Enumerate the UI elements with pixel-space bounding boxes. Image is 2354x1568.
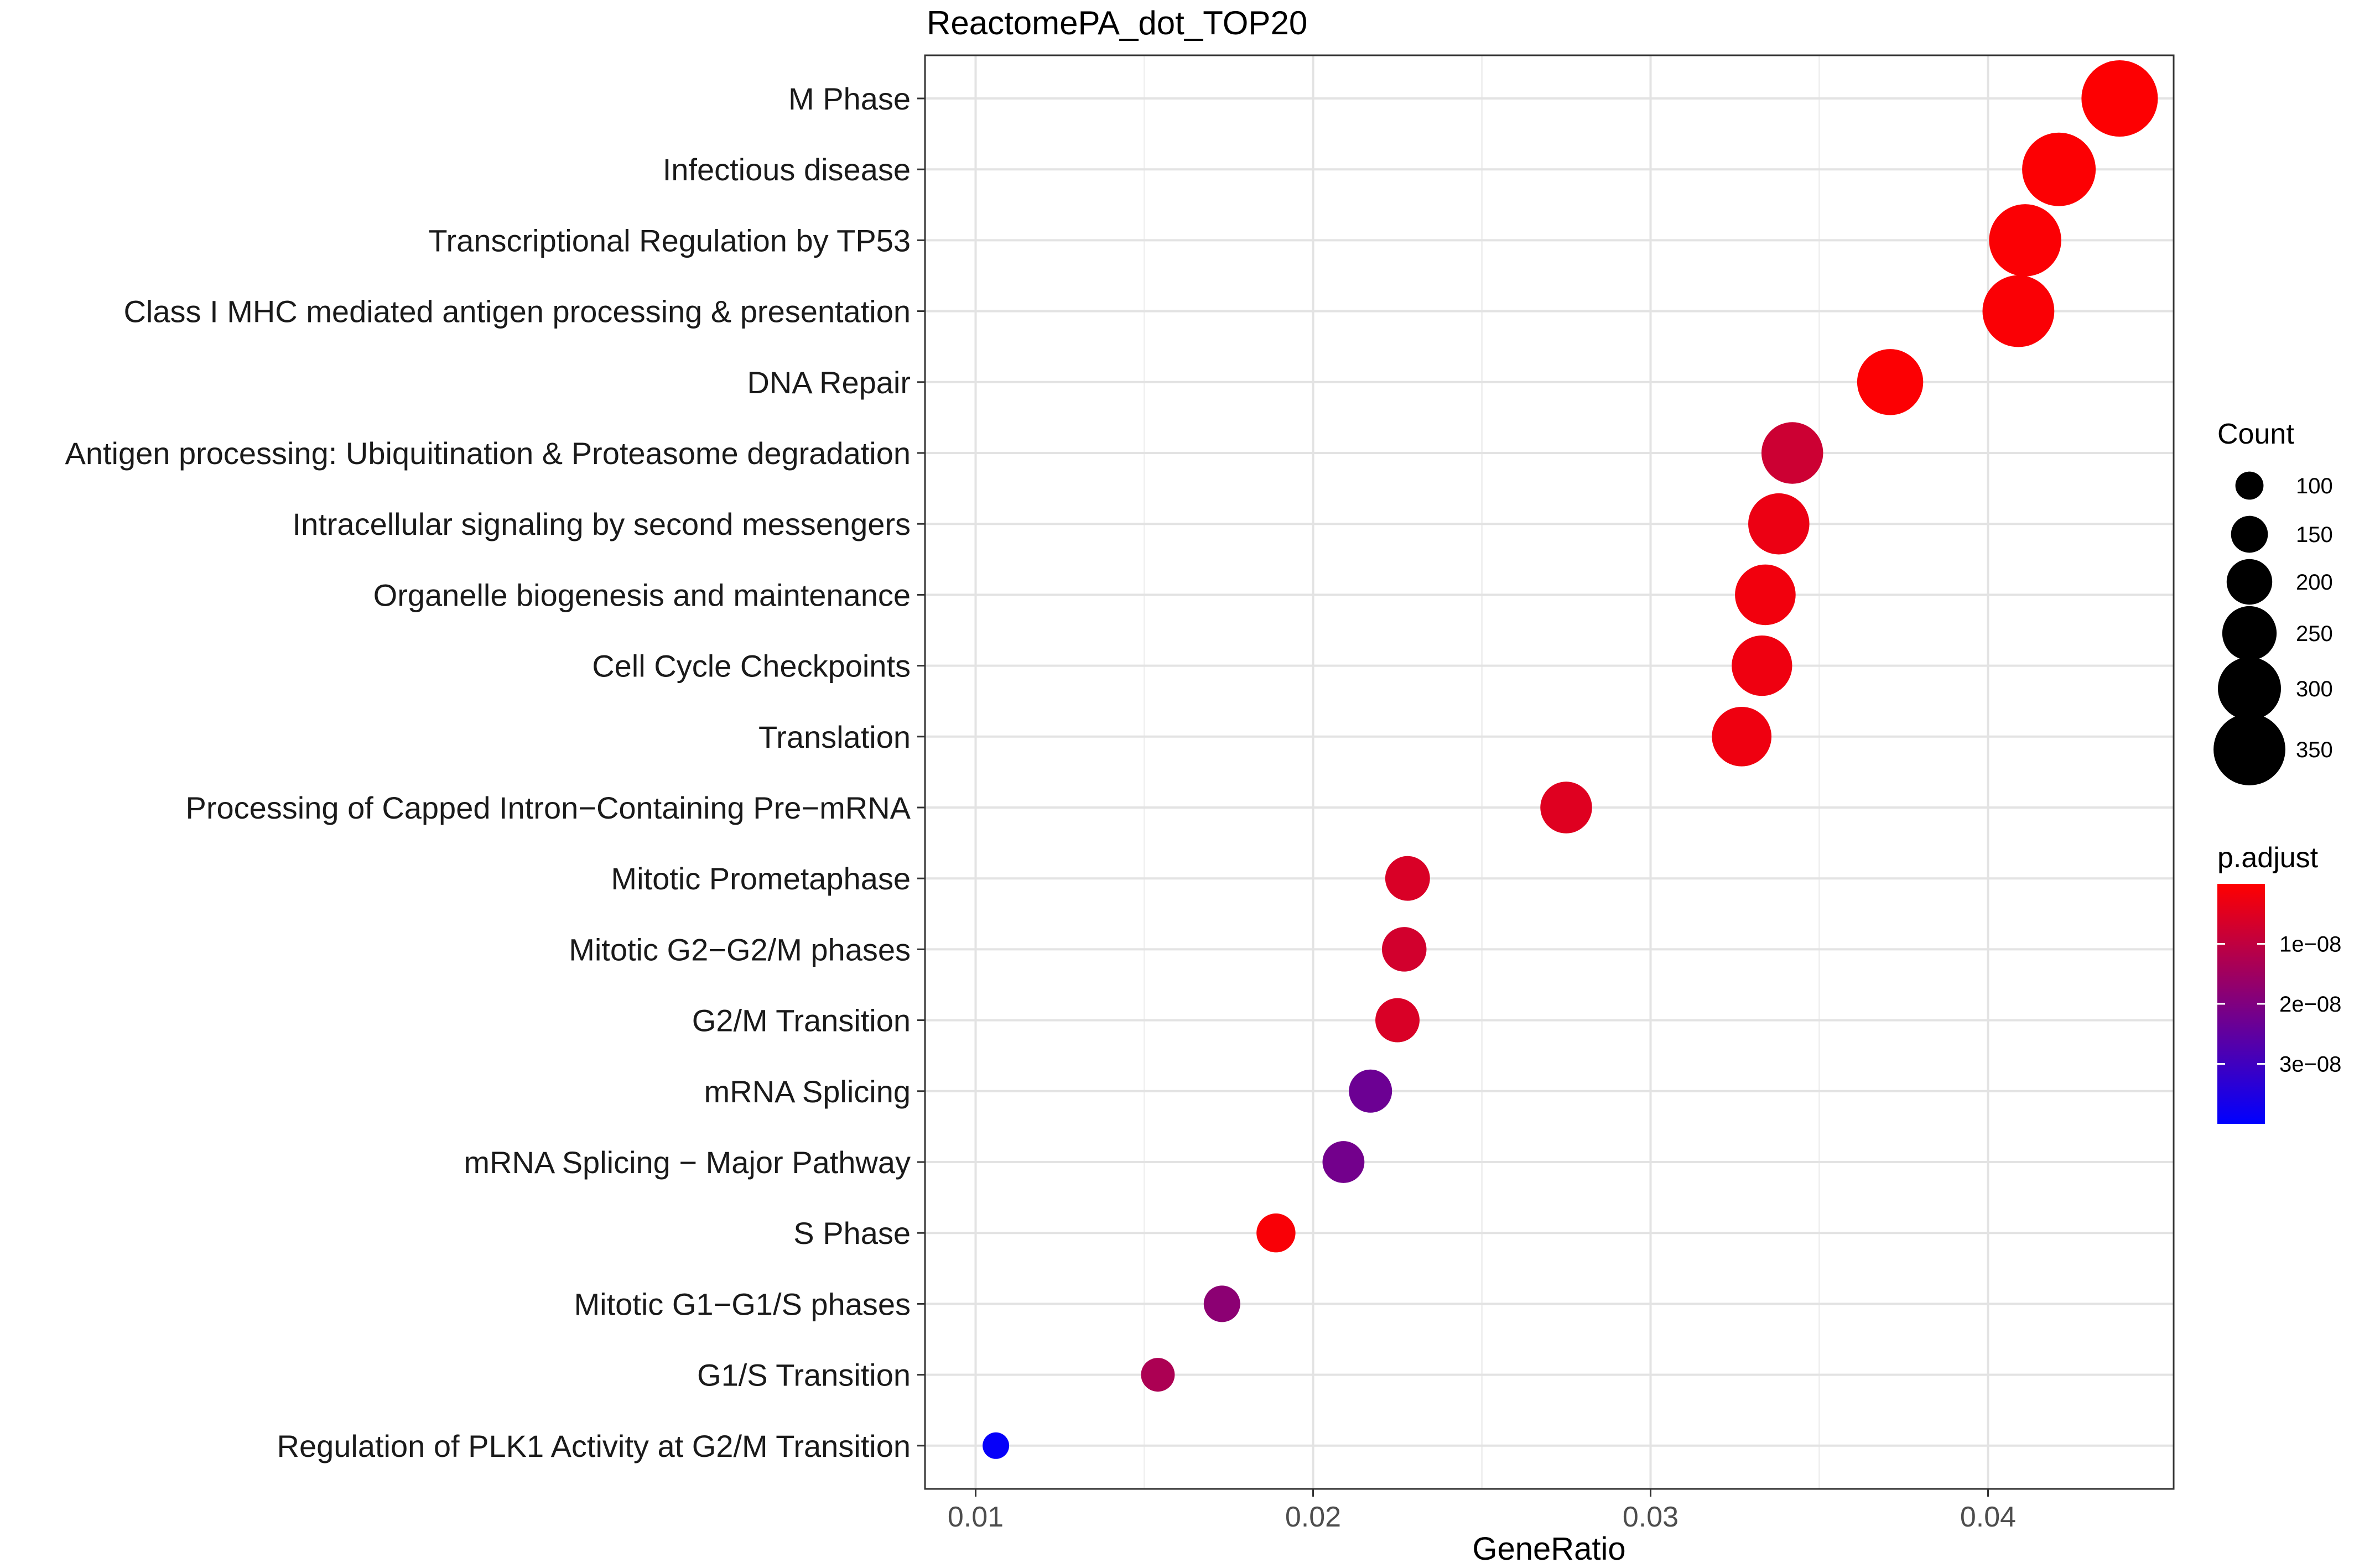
p-adjust-legend-label: 2e−08: [2279, 992, 2341, 1017]
y-tick-label: Regulation of PLK1 Activity at G2/M Tran…: [277, 1429, 911, 1463]
y-tick-label: Antigen processing: Ubiquitination & Pro…: [65, 436, 911, 471]
x-axis-title: GeneRatio: [1472, 1531, 1625, 1567]
data-point: [1540, 782, 1592, 834]
data-point: [1732, 635, 1792, 696]
chart-title: ReactomePA_dot_TOP20: [927, 4, 1307, 41]
x-tick-label: 0.02: [1285, 1501, 1341, 1533]
data-point: [1375, 998, 1420, 1043]
count-legend-key: [2235, 471, 2264, 500]
data-point: [1381, 927, 1427, 972]
x-axis: 0.01 0.02 0.03 0.04: [948, 1489, 2016, 1533]
data-point: [1256, 1213, 1296, 1253]
y-tick-label: DNA Repair: [747, 365, 911, 400]
y-tick-label: G1/S Transition: [697, 1358, 911, 1393]
count-legend-key: [2217, 657, 2282, 721]
data-point: [2081, 60, 2158, 137]
y-tick-label: Class I MHC mediated antigen processing …: [123, 294, 911, 329]
p-adjust-colorbar: [2217, 884, 2265, 1124]
data-point: [1735, 564, 1796, 626]
count-legend-label: 100: [2296, 474, 2333, 498]
y-tick-label: G2/M Transition: [692, 1003, 911, 1038]
y-tick-label: mRNA Splicing: [704, 1074, 911, 1109]
data-point: [983, 1432, 1010, 1459]
x-tick-label: 0.04: [1960, 1501, 2016, 1533]
y-tick-label: Processing of Capped Intron−Containing P…: [185, 790, 911, 825]
y-tick-label: Organelle biogenesis and maintenance: [373, 577, 911, 612]
panel-border: [924, 54, 2175, 1490]
y-tick-label: Mitotic G1−G1/S phases: [574, 1286, 911, 1321]
data-point: [1761, 422, 1823, 484]
count-legend-label: 200: [2296, 570, 2333, 595]
count-legend-key: [2231, 515, 2268, 553]
plot-grid: [925, 55, 2174, 1489]
count-legend-label: 250: [2296, 622, 2333, 646]
data-point: [1349, 1069, 1392, 1113]
data-point: [1322, 1141, 1365, 1183]
y-tick-label: Infectious disease: [663, 152, 911, 187]
p-adjust-legend-title: p.adjust: [2217, 842, 2319, 874]
data-point: [1857, 349, 1924, 415]
count-legend-title: Count: [2217, 418, 2294, 450]
count-legend: Count 100 150 200 250 300 350: [2213, 418, 2333, 785]
p-adjust-legend-label: 3e−08: [2279, 1053, 2341, 1077]
data-point: [1203, 1285, 1240, 1322]
y-tick-label: Intracellular signaling by second messen…: [293, 507, 911, 541]
data-point: [1989, 204, 2061, 277]
p-adjust-legend-label: 1e−08: [2279, 933, 2341, 957]
y-tick-label: Mitotic Prometaphase: [611, 861, 911, 896]
y-tick-label: S Phase: [793, 1216, 911, 1251]
count-legend-key: [2213, 713, 2285, 785]
p-adjust-legend: p.adjust 1e−08 2e−08 3e−08: [2217, 842, 2341, 1124]
y-tick-label: Translation: [758, 720, 911, 754]
y-tick-label: Mitotic G2−G2/M phases: [569, 932, 911, 967]
data-point: [1385, 856, 1430, 901]
data-point: [2022, 132, 2096, 206]
data-point: [1141, 1358, 1175, 1392]
count-legend-label: 350: [2296, 738, 2333, 762]
data-point: [1748, 493, 1810, 555]
data-point: [1982, 275, 2055, 347]
count-legend-key: [2226, 559, 2273, 605]
count-legend-key: [2222, 606, 2277, 661]
x-tick-label: 0.01: [948, 1501, 1004, 1533]
y-tick-label: Cell Cycle Checkpoints: [592, 649, 911, 684]
data-points: [983, 60, 2158, 1459]
y-tick-label: M Phase: [788, 81, 911, 116]
x-tick-label: 0.03: [1623, 1501, 1679, 1533]
y-axis: M Phase Infectious disease Transcriptional…: [65, 81, 925, 1463]
count-legend-label: 300: [2296, 677, 2333, 701]
y-tick-label: Transcriptional Regulation by TP53: [428, 223, 911, 258]
data-point: [1712, 706, 1772, 767]
y-tick-label: mRNA Splicing − Major Pathway: [464, 1145, 911, 1180]
count-legend-label: 150: [2296, 523, 2333, 547]
